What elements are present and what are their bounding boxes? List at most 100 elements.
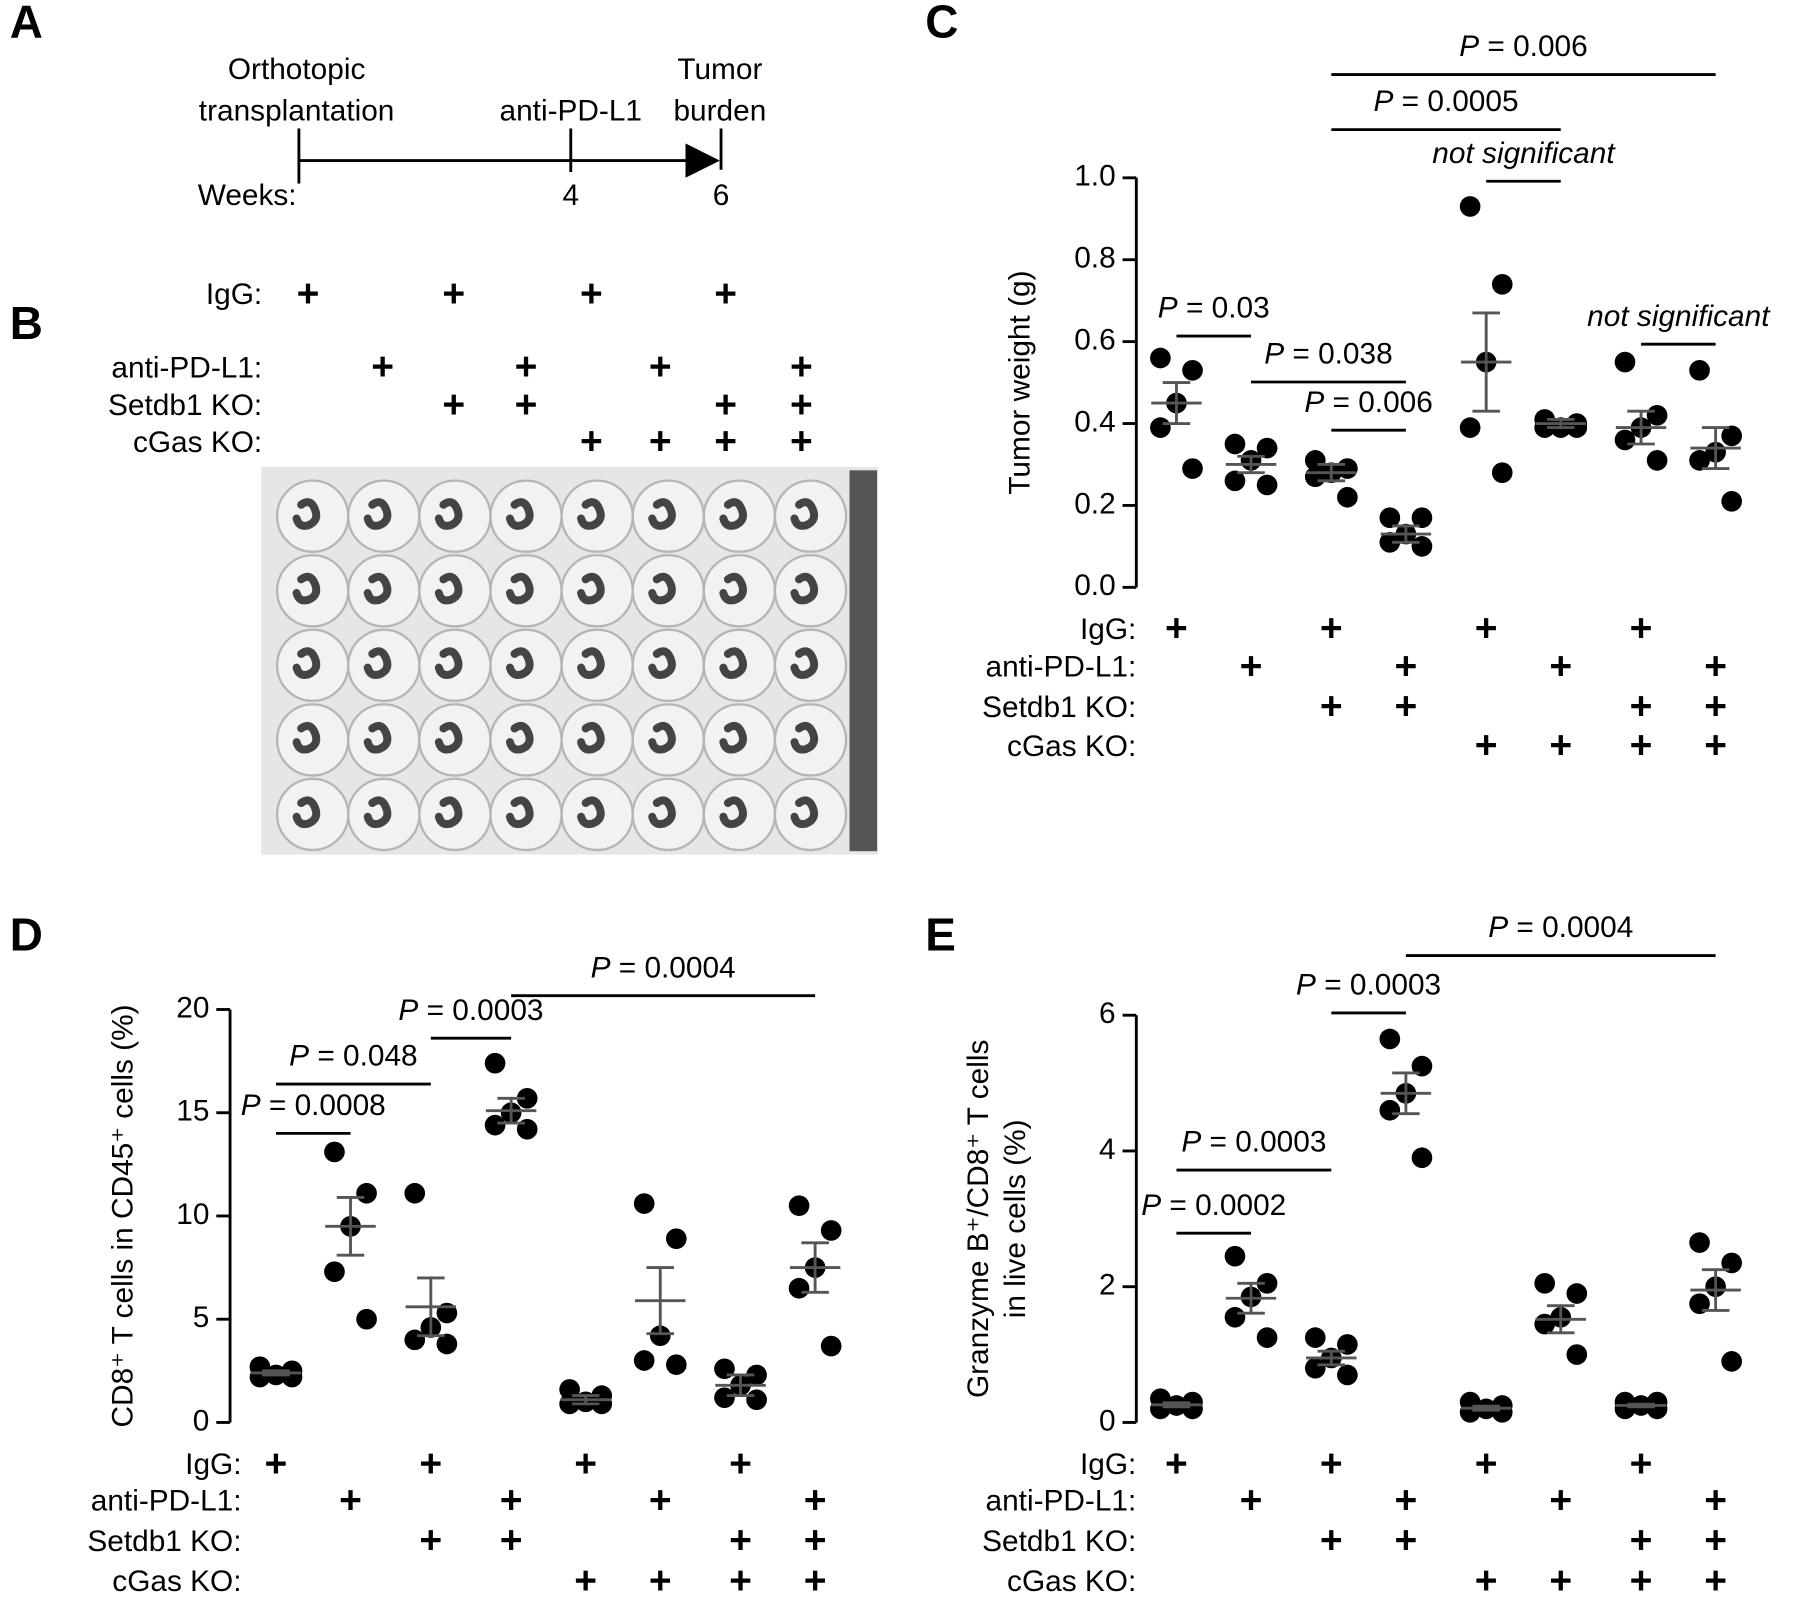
- condition-mark: +: [790, 346, 813, 389]
- data-point: [1534, 1313, 1556, 1335]
- data-point: [1150, 347, 1171, 369]
- tumor: [363, 647, 392, 679]
- tumor: [719, 721, 747, 754]
- condition-mark: +: [1320, 1519, 1343, 1562]
- data-point: [1721, 491, 1743, 512]
- data-point: [788, 1277, 810, 1299]
- condition-mark: +: [580, 420, 603, 463]
- condition-mark: +: [371, 346, 394, 389]
- condition-mark: +: [1549, 1479, 1572, 1522]
- tumor: [577, 647, 605, 679]
- condition-mark: +: [790, 384, 813, 427]
- data-point: [436, 1333, 458, 1355]
- y-axis-label: Tumor weight (g): [1003, 270, 1036, 494]
- data-point: [1721, 1252, 1743, 1274]
- significance-label: P = 0.0004: [1488, 911, 1633, 944]
- condition-mark: +: [1630, 1559, 1653, 1602]
- tumor: [648, 498, 676, 530]
- significance-text: = 0.0008: [261, 1089, 386, 1122]
- data-point: [1721, 425, 1743, 447]
- significance-label: P = 0.048: [289, 1040, 417, 1073]
- tumor: [292, 721, 321, 754]
- tumor: [363, 721, 392, 754]
- data-point: [1256, 1272, 1278, 1294]
- condition-mark: +: [714, 272, 737, 315]
- significance-italic: P: [1158, 292, 1178, 325]
- timeline-tick-label: 6: [713, 179, 730, 212]
- condition-mark: +: [574, 1442, 597, 1485]
- tumor: [577, 796, 605, 829]
- panel-label: E: [925, 908, 956, 960]
- condition-mark: +: [790, 420, 813, 463]
- tumor: [505, 647, 534, 679]
- tumor: [719, 647, 747, 679]
- condition-mark: +: [1704, 645, 1727, 688]
- condition-mark: +: [1630, 1442, 1653, 1485]
- significance-italic: not significant: [1432, 137, 1616, 170]
- significance-italic: P: [1304, 386, 1324, 419]
- significance-italic: P: [1264, 337, 1284, 370]
- tumor: [505, 572, 534, 605]
- condition-mark: +: [1704, 724, 1727, 767]
- condition-mark: +: [649, 1559, 672, 1602]
- y-tick-label: 6: [1099, 997, 1116, 1030]
- condition-label: cGas KO:: [1007, 730, 1136, 763]
- tumor: [790, 721, 819, 754]
- significance-label: P = 0.0004: [591, 951, 736, 984]
- tumor: [505, 796, 534, 829]
- timeline-label: Tumor: [677, 53, 762, 86]
- panel-label: C: [925, 0, 958, 47]
- condition-mark: +: [1475, 1442, 1498, 1485]
- data-point: [1150, 417, 1171, 438]
- data-point: [1304, 466, 1326, 488]
- significance-italic: not significant: [1587, 300, 1771, 333]
- significance-label: P = 0.0003: [398, 994, 543, 1027]
- tumor: [505, 721, 534, 754]
- condition-mark: +: [1394, 1519, 1417, 1562]
- condition-mark: +: [515, 346, 538, 389]
- data-point: [1379, 531, 1401, 553]
- timeline-tick-label: 4: [562, 179, 579, 212]
- data-point: [1689, 1232, 1710, 1253]
- y-tick-label: 1.0: [1074, 160, 1115, 193]
- condition-mark: +: [1475, 724, 1498, 767]
- data-point: [1256, 474, 1278, 496]
- data-point: [1459, 196, 1481, 217]
- timeline-axis-label: Weeks:: [198, 179, 297, 212]
- condition-mark: +: [297, 272, 320, 315]
- condition-mark: +: [729, 1519, 752, 1562]
- significance-italic: P: [1459, 30, 1479, 63]
- condition-mark: +: [580, 272, 603, 315]
- significance-label: P = 0.0008: [241, 1089, 386, 1122]
- significance-text: = 0.0004: [610, 951, 735, 984]
- significance-label: P = 0.0003: [1296, 968, 1441, 1001]
- data-point: [820, 1220, 842, 1241]
- condition-mark: +: [500, 1479, 523, 1522]
- significance-text: = 0.0004: [1508, 911, 1633, 944]
- condition-mark: +: [1704, 685, 1727, 728]
- condition-mark: +: [804, 1519, 827, 1562]
- data-point: [1459, 417, 1481, 438]
- data-point: [1491, 273, 1513, 295]
- significance-label: not significant: [1432, 137, 1616, 170]
- condition-mark: +: [1630, 1519, 1653, 1562]
- data-point: [484, 1114, 506, 1136]
- condition-mark: +: [1165, 1442, 1188, 1485]
- y-tick-label: 0.6: [1074, 323, 1115, 356]
- tumor: [434, 498, 463, 530]
- significance-text: = 0.006: [1479, 30, 1588, 63]
- data-point: [1411, 536, 1433, 557]
- significance-label: P = 0.038: [1264, 337, 1392, 370]
- data-point: [1379, 1028, 1401, 1050]
- data-point: [1566, 1283, 1588, 1304]
- data-point: [356, 1182, 377, 1204]
- significance-text: = 0.03: [1178, 292, 1270, 325]
- condition-mark: +: [1394, 645, 1417, 688]
- tumor: [292, 572, 321, 605]
- condition-mark: +: [1549, 724, 1572, 767]
- data-point: [1689, 359, 1710, 381]
- data-point: [714, 1387, 735, 1409]
- data-point: [1379, 1099, 1401, 1121]
- condition-mark: +: [442, 272, 465, 315]
